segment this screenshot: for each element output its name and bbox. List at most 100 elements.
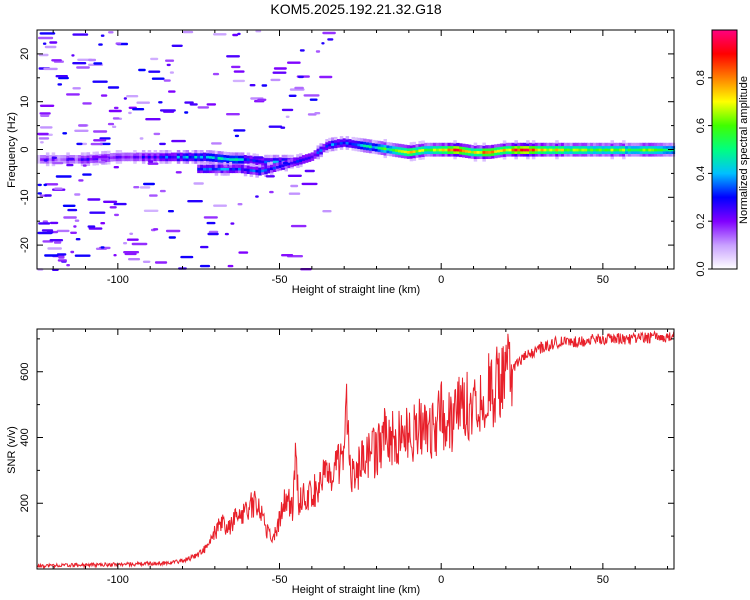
heatmap-cell	[453, 156, 457, 160]
heatmap-cell	[659, 142, 664, 147]
heatmap-cell	[459, 145, 463, 150]
heatmap-cell	[587, 142, 591, 147]
heatmap-cell	[639, 148, 644, 152]
heatmap-cell	[66, 93, 80, 96]
heatmap-cell	[197, 160, 201, 164]
heatmap-cell	[531, 142, 536, 147]
heatmap-cell	[130, 157, 134, 162]
colorbar-tick-label: 0.2	[695, 214, 707, 229]
heatmap-cell	[143, 209, 159, 212]
heatmap-cell	[668, 150, 673, 154]
heatmap-cell	[488, 150, 492, 154]
heatmap-cell	[412, 147, 417, 151]
heatmap-cell	[351, 144, 355, 149]
heatmap-cell	[278, 160, 283, 164]
heatmap-cell	[392, 143, 396, 147]
heatmap-cell	[107, 86, 120, 89]
heatmap-cell	[213, 33, 227, 36]
heatmap-cell	[229, 157, 233, 161]
heatmap-cell	[200, 245, 209, 249]
heatmap-cell	[249, 84, 256, 87]
heatmap-cell	[147, 162, 159, 165]
heatmap-cell	[168, 157, 172, 162]
heatmap-cell	[63, 216, 77, 219]
heatmap-cell	[159, 109, 176, 112]
heatmap-cell	[578, 150, 582, 154]
heatmap-cell	[531, 145, 536, 149]
heatmap-cell	[284, 154, 288, 159]
heatmap-cell	[619, 142, 623, 147]
heatmap-cell	[400, 154, 405, 159]
heatmap-cell	[331, 147, 335, 152]
heatmap-cell	[124, 152, 128, 156]
heatmap-cell	[246, 155, 251, 159]
heatmap-cell	[441, 153, 446, 157]
heatmap-cell	[56, 253, 67, 256]
heatmap-cell	[651, 142, 655, 147]
heatmap-cell	[162, 152, 166, 156]
heatmap-cell	[584, 150, 588, 154]
heatmap-cell	[374, 148, 379, 152]
heatmap-cell	[389, 142, 393, 146]
heatmap-cell	[383, 141, 387, 145]
heatmap-cell	[430, 150, 434, 154]
heatmap-cell	[575, 145, 579, 149]
heatmap-cell	[476, 150, 481, 154]
snr-y-ticks: 200 400 600	[19, 338, 674, 570]
x-tick-label: 50	[597, 574, 609, 586]
heatmap-cell	[104, 161, 108, 165]
heatmap-cell	[270, 157, 274, 161]
heatmap-cell	[57, 157, 61, 161]
heatmap-cell	[409, 147, 414, 151]
heatmap-cell	[45, 160, 50, 164]
spectrogram-x-ticks: -100 -50 0 50	[52, 30, 669, 286]
heatmap-cell	[208, 155, 213, 159]
heatmap-cell	[136, 157, 140, 162]
heatmap-cell	[642, 142, 646, 147]
heatmap-cell	[499, 154, 504, 158]
heatmap-cell	[232, 162, 236, 167]
heatmap-cell	[235, 155, 239, 159]
heatmap-cell	[270, 161, 274, 165]
heatmap-cell	[43, 155, 47, 159]
heatmap-cell	[284, 160, 288, 164]
heatmap-cell	[435, 142, 440, 147]
heatmap-cell	[499, 151, 504, 155]
heatmap-cell	[124, 252, 137, 256]
heatmap-cell	[363, 146, 367, 150]
heatmap-cell	[197, 167, 201, 171]
heatmap-cell	[523, 153, 527, 157]
heatmap-cell	[203, 216, 218, 219]
heatmap-cell	[645, 148, 649, 152]
heatmap-cell	[304, 154, 309, 158]
heatmap-cell	[163, 79, 171, 82]
heatmap-cell	[546, 148, 550, 152]
heatmap-cell	[453, 145, 457, 149]
heatmap-cell	[497, 151, 501, 156]
heatmap-cell	[505, 148, 510, 152]
heatmap-cell	[265, 175, 275, 178]
heatmap-cell	[217, 153, 222, 157]
heatmap-cell	[334, 142, 338, 146]
heatmap-cell	[162, 157, 166, 162]
heatmap-cell	[345, 144, 350, 148]
heatmap-cell	[654, 153, 658, 157]
heatmap-cell	[619, 153, 623, 157]
heatmap-cell	[148, 160, 154, 163]
heatmap-cell	[285, 115, 290, 118]
heatmap-cell	[223, 159, 227, 163]
heatmap-cell	[223, 154, 227, 158]
heatmap-cell	[86, 162, 91, 166]
heatmap-cell	[543, 145, 547, 149]
heatmap-cell	[409, 155, 414, 159]
heatmap-cell	[430, 145, 434, 149]
heatmap-cell	[534, 150, 539, 154]
heatmap-cell	[529, 142, 533, 147]
heatmap-cell	[380, 143, 385, 148]
heatmap-cell	[124, 155, 128, 159]
heatmap-cell	[354, 147, 358, 152]
heatmap-cell	[133, 150, 137, 154]
heatmap-cell	[54, 187, 63, 190]
heatmap-cell	[351, 136, 355, 141]
heatmap-cell	[255, 164, 259, 168]
